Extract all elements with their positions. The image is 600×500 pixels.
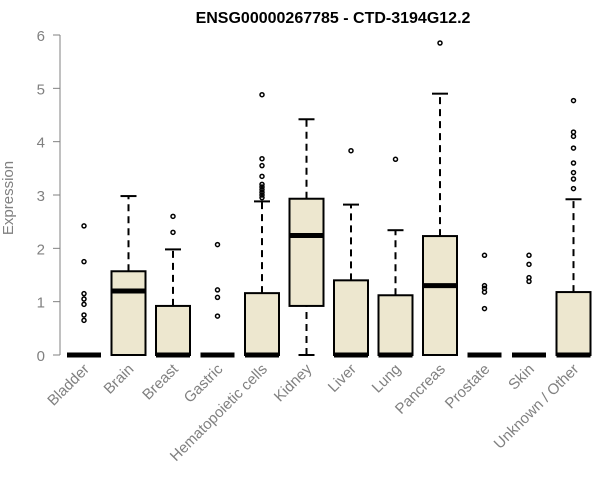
box-body — [155, 304, 191, 356]
outlier-point — [526, 261, 532, 268]
box-unknown-other — [555, 97, 592, 358]
box-prostate — [467, 252, 502, 358]
outlier-point — [259, 194, 265, 201]
outlier-point — [259, 173, 265, 180]
outlier-point — [259, 192, 265, 198]
box-body — [110, 270, 147, 356]
outlier-point — [437, 40, 443, 46]
y-tick-label: 0 — [37, 348, 45, 365]
x-tick-label: Lung — [369, 361, 405, 397]
outlier-point — [170, 213, 176, 220]
outlier-point — [214, 241, 221, 248]
outlier-point — [81, 258, 87, 265]
box-pancreas — [422, 40, 458, 356]
outlier-point — [526, 278, 532, 285]
x-tick-label: Unknown / Other — [491, 361, 583, 453]
outlier-point — [259, 155, 265, 162]
outlier-point — [526, 252, 532, 259]
y-axis-label: Expression — [0, 161, 17, 235]
box-liver — [333, 147, 369, 358]
plot-area — [67, 40, 592, 358]
x-tick-label: Brain — [101, 361, 138, 398]
box-gastric — [200, 241, 235, 358]
outlier-point — [259, 184, 265, 190]
outlier-point — [81, 290, 87, 297]
outlier-point — [259, 189, 265, 196]
outlier-point — [570, 145, 577, 151]
x-tick-label: Prostate — [442, 361, 494, 413]
outlier-point — [259, 181, 265, 188]
box-body — [288, 197, 325, 307]
outlier-point — [481, 289, 488, 295]
x-tick-label: Breast — [139, 360, 182, 403]
box-breast — [155, 213, 191, 358]
y-tick-label: 5 — [37, 81, 45, 98]
y-tick-label: 6 — [37, 28, 45, 45]
outlier-point — [348, 147, 354, 154]
x-tick-label: Skin — [505, 361, 538, 394]
box-bladder — [67, 223, 101, 358]
outlier-point — [481, 282, 488, 289]
outlier-point — [570, 169, 577, 176]
outlier-point — [214, 313, 221, 319]
box-brain — [110, 195, 147, 356]
outlier-point — [81, 223, 87, 229]
outlier-point — [214, 294, 221, 301]
x-tick-label: Bladder — [44, 361, 93, 410]
outlier-point — [570, 160, 577, 166]
outlier-point — [481, 252, 488, 259]
outlier-point — [570, 176, 577, 182]
x-tick-label: Liver — [325, 361, 360, 396]
y-tick-label: 4 — [37, 135, 45, 152]
outlier-point — [259, 91, 265, 98]
outlier-point — [481, 305, 488, 312]
box-body — [377, 294, 414, 356]
box-body — [333, 279, 369, 357]
box-lung — [377, 156, 414, 358]
box-kidney — [288, 118, 325, 356]
y-axis: 0 1 2 3 4 5 6 — [37, 28, 61, 365]
box-body — [555, 291, 592, 357]
outlier-point — [81, 312, 87, 318]
box-skin — [512, 252, 546, 358]
outlier-point — [214, 287, 221, 293]
outlier-point — [570, 133, 577, 140]
y-tick-label: 1 — [37, 295, 45, 312]
outlier-point — [570, 185, 577, 192]
outlier-point — [81, 296, 87, 302]
outlier-point — [81, 301, 87, 308]
outlier-point — [259, 162, 265, 169]
outlier-point — [81, 317, 87, 324]
x-tick-label: Kidney — [271, 360, 316, 405]
outlier-point — [570, 97, 577, 104]
outlier-point — [570, 129, 577, 135]
box-hematopoietic-cells — [244, 91, 280, 358]
box-body — [244, 292, 280, 356]
outlier-point — [392, 156, 399, 163]
outlier-point — [259, 186, 265, 193]
chart-title: ENSG00000267785 - CTD-3194G12.2 — [196, 10, 471, 27]
y-tick-label: 2 — [37, 241, 45, 258]
y-tick-label: 3 — [37, 188, 45, 205]
box-body — [422, 235, 458, 356]
outlier-point — [170, 229, 176, 236]
